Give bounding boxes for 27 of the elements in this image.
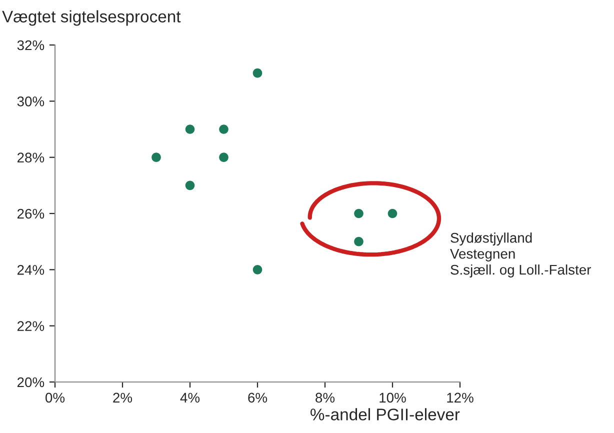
- x-tick-label: 8%: [316, 392, 335, 403]
- point: [152, 152, 161, 162]
- y-tick-label: 24%: [17, 265, 44, 275]
- annotation: Sydøstjylland Vestegnen S.sjæll. og Loll.-Falster: [450, 232, 592, 278]
- y-axis-title: Vægtet sigtelsesprocent: [2, 10, 181, 26]
- point: [388, 208, 398, 218]
- x-tick-label: 4%: [180, 392, 200, 403]
- x-tick-label: 10%: [380, 392, 406, 403]
- y-tick-label: 20%: [17, 377, 44, 388]
- point: [185, 124, 195, 134]
- point: [354, 236, 364, 246]
- x-tick-label: 2%: [113, 392, 132, 403]
- point: [219, 124, 228, 134]
- y-tick-label: 32%: [17, 40, 44, 50]
- point: [354, 208, 364, 218]
- x-tick-label: 12%: [447, 392, 474, 403]
- x-axis-title: %-andel PGII-elever: [310, 408, 460, 420]
- y-tick-label: 30%: [17, 96, 44, 106]
- point: [252, 68, 262, 78]
- point: [185, 180, 195, 190]
- y-tick-label: 26%: [17, 208, 44, 219]
- x-tick-label: 6%: [248, 392, 268, 403]
- x-tick-label: 0%: [46, 392, 65, 403]
- y-tick-label: 28%: [17, 152, 44, 163]
- point: [252, 265, 262, 274]
- y-tick-label: 22%: [17, 321, 44, 331]
- point: [219, 152, 228, 162]
